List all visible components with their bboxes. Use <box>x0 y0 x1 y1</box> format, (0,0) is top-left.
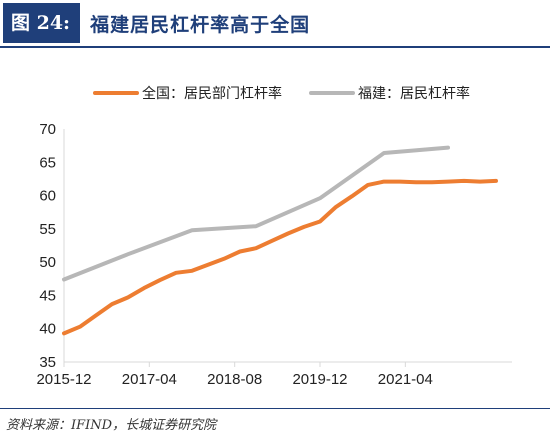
line-chart: 全国：居民部门杠杆率 福建：居民杠杆率 35 40 45 50 55 60 65 70 2015… <box>36 85 512 388</box>
x-tick-label: 2017-04 <box>122 371 177 388</box>
x-tick-label: 2018-08 <box>207 371 262 388</box>
figure-label: 图 24: <box>3 3 81 43</box>
y-tick-label: 50 <box>39 254 56 271</box>
y-tick-label: 65 <box>39 154 56 171</box>
legend-label-fujian: 福建：居民杠杆率 <box>358 85 470 101</box>
x-tick-label: 2019-12 <box>292 371 347 388</box>
series-lines <box>62 145 498 336</box>
legend: 全国：居民部门杠杆率 福建：居民杠杆率 <box>93 85 470 101</box>
y-tick-label: 60 <box>39 188 56 205</box>
legend-label-national: 全国：居民部门杠杆率 <box>142 85 282 101</box>
y-tick-label: 45 <box>39 287 56 304</box>
footer-divider <box>0 408 550 409</box>
y-tick-label: 55 <box>39 221 56 238</box>
header-divider <box>0 46 550 48</box>
figure-title: 福建居民杠杆率高于全国 <box>90 13 311 36</box>
axes: 35 40 45 50 55 60 65 70 2015-12 2017-04 2018-08 201… <box>36 121 512 388</box>
y-tick-label: 40 <box>39 321 56 338</box>
series-line-national <box>62 178 498 336</box>
x-tick-label: 2021-04 <box>378 371 433 388</box>
x-tick-label: 2015-12 <box>36 371 91 388</box>
series-line-fujian <box>62 145 450 282</box>
y-tick-label: 70 <box>39 121 56 138</box>
source-note: 资料来源：IFIND，长城证券研究院 <box>6 418 217 433</box>
figure-header: 图 24: 福建居民杠杆率高于全国 <box>0 0 550 46</box>
y-tick-label: 35 <box>39 354 56 371</box>
